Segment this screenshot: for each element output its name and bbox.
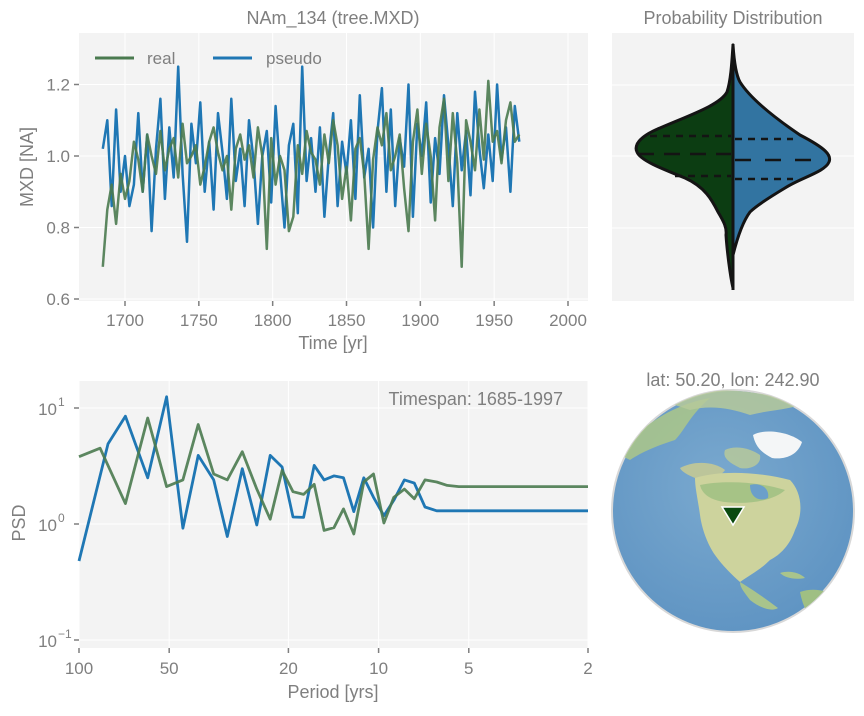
x-tick-label: 50: [160, 659, 179, 678]
y-tick-exponent: −1: [58, 627, 72, 641]
violin-panel: Probability Distribution: [600, 0, 864, 360]
psd-lines: [77, 395, 588, 562]
timespan-annotation: Timespan: 1685-1997: [389, 389, 563, 409]
psd-axes: [79, 381, 588, 648]
y-tick-label: 1.2: [46, 76, 70, 95]
x-tick-label: 1700: [106, 311, 144, 330]
x-tick-label: 1800: [254, 311, 292, 330]
psd-series-real: [78, 416, 588, 536]
psd-panel: 100 50 20 10 5 2 10 −1 10 0 10 1 Timespan: 1685-199…: [0, 360, 600, 711]
psd-series-pseudo: [77, 395, 588, 562]
violin-chart: Probability Distribution: [612, 8, 854, 301]
map-title: lat: 50.20, lon: 242.90: [646, 370, 819, 390]
x-tick-label: 20: [279, 659, 298, 678]
y-tick-label: 10: [38, 516, 57, 535]
legend-real-label: real: [147, 49, 175, 68]
psd-ylabel: PSD: [9, 504, 29, 541]
map-panel: lat: 50.20, lon: 242.90: [600, 360, 864, 711]
x-tick-label: 100: [65, 659, 93, 678]
site-marker-icon: [720, 506, 746, 527]
violin-real-half: [634, 43, 735, 290]
psd-xlabel: Period [yrs]: [287, 682, 378, 702]
timeseries-chart: NAm_134 (tree.MXD) 1700 1750 1800 1850 1900 1…: [17, 8, 588, 353]
x-tick-label: 2000: [549, 311, 587, 330]
x-tick-label: 5: [464, 659, 473, 678]
timeseries-ticks: 1700 1750 1800 1850 1900 1950 2000 0.6 0.8 1.0 1.2: [46, 76, 587, 331]
violin-pseudo-half: [731, 43, 832, 257]
map-chart: lat: 50.20, lon: 242.90: [611, 370, 855, 633]
timeseries-lines: [101, 65, 521, 269]
y-tick-label: 0.6: [46, 290, 70, 309]
y-tick-label: 0.8: [46, 219, 70, 238]
y-tick-label: 10: [38, 400, 57, 419]
y-tick-exponent: 0: [58, 511, 65, 525]
x-tick-label: 2: [583, 659, 592, 678]
legend: real pseudo: [95, 49, 322, 68]
violin-title: Probability Distribution: [643, 8, 822, 28]
x-tick-label: 1950: [475, 311, 513, 330]
y-tick-exponent: 1: [58, 395, 65, 409]
timeseries-title: NAm_134 (tree.MXD): [246, 8, 419, 29]
legend-pseudo-label: pseudo: [266, 49, 322, 68]
x-tick-label: 1900: [401, 311, 439, 330]
timeseries-panel: NAm_134 (tree.MXD) 1700 1750 1800 1850 1900 1…: [0, 0, 600, 360]
y-tick-label: 10: [38, 632, 57, 651]
series-real: [101, 79, 521, 269]
x-tick-label: 1750: [180, 311, 218, 330]
timeseries-ylabel: MXD [NA]: [17, 127, 37, 207]
timeseries-xlabel: Time [yr]: [298, 333, 367, 353]
x-tick-label: 1850: [328, 311, 366, 330]
x-tick-label: 10: [369, 659, 388, 678]
y-tick-label: 1.0: [46, 147, 70, 166]
